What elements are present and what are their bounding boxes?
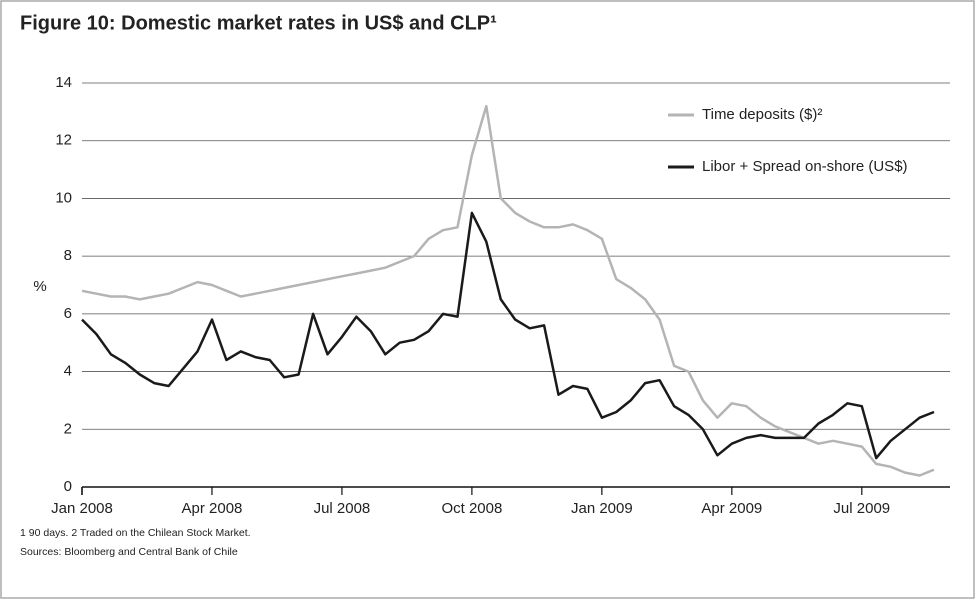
chart-title: Figure 10: Domestic market rates in US$ … [20, 12, 497, 34]
y-tick-label: 2 [64, 420, 72, 437]
x-tick-label: Apr 2009 [701, 500, 762, 517]
y-tick-label: 12 [55, 132, 72, 149]
y-tick-label: 14 [55, 74, 72, 91]
x-tick-label: Jul 2009 [833, 500, 890, 517]
x-tick-label: Jul 2008 [314, 500, 371, 517]
y-tick-label: 8 [64, 247, 72, 264]
x-tick-label: Jan 2008 [51, 500, 113, 517]
y-tick-label: 4 [64, 363, 72, 380]
legend-label: Libor + Spread on-shore (US$) [702, 158, 908, 175]
footnote: Sources: Bloomberg and Central Bank of C… [20, 546, 238, 558]
legend-label: Time deposits ($)² [702, 106, 822, 123]
y-tick-label: 6 [64, 305, 72, 322]
footnote: 1 90 days. 2 Traded on the Chilean Stock… [20, 527, 251, 539]
series-line [81, 104, 935, 477]
series-line [81, 211, 935, 460]
x-tick-label: Jan 2009 [571, 500, 633, 517]
x-tick-label: Oct 2008 [441, 500, 502, 517]
y-tick-label: 0 [64, 478, 72, 495]
y-tick-label: 10 [55, 189, 72, 206]
y-axis-label: % [33, 278, 46, 295]
x-tick-label: Apr 2008 [182, 500, 243, 517]
